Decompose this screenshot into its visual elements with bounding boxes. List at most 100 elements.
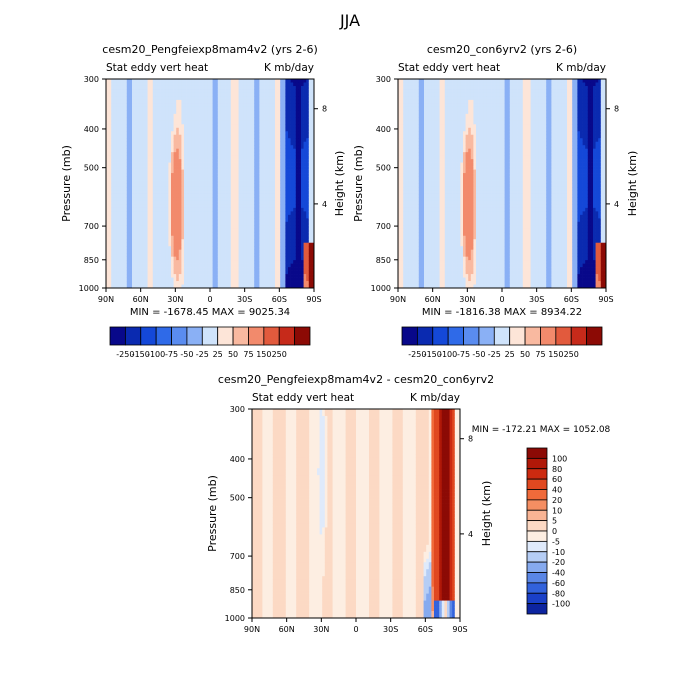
contour-cell: [150, 138, 154, 143]
contour-cell: [197, 103, 200, 108]
contour-cell: [191, 281, 195, 285]
contour-cell: [301, 204, 304, 209]
contour-cell: [241, 117, 245, 122]
contour-cell: [106, 274, 109, 278]
contour-cell: [199, 186, 203, 191]
contour-cell: [194, 239, 198, 244]
contour-cell: [280, 232, 284, 237]
contour-cell: [147, 225, 151, 230]
contour-cell: [223, 204, 226, 209]
contour-cell: [189, 242, 193, 247]
contour-cell: [275, 249, 278, 254]
contour-cell: [280, 131, 284, 136]
contour-cell: [119, 166, 122, 170]
contour-cell: [189, 96, 193, 101]
contour-cell: [230, 159, 234, 163]
contour-cell: [124, 117, 128, 122]
contour-cell: [139, 249, 143, 254]
contour-cell: [400, 183, 404, 188]
contour-cell: [181, 211, 185, 216]
contour-cell: [293, 242, 297, 247]
contour-cell: [147, 176, 151, 181]
contour-cell: [194, 120, 198, 125]
contour-cell: [233, 152, 237, 156]
contour-cell: [223, 106, 226, 111]
contour-cell: [121, 92, 125, 97]
contour-cell: [400, 270, 404, 275]
contour-cell: [163, 120, 167, 125]
contour-cell: [267, 249, 271, 254]
contour-cell: [139, 180, 143, 184]
contour-cell: [189, 190, 193, 195]
contour-cell: [204, 221, 208, 226]
contour-cell: [212, 239, 216, 244]
contour-cell: [225, 221, 229, 226]
contour-cell: [262, 152, 265, 156]
contour-cell: [204, 113, 208, 118]
contour-cell: [176, 99, 180, 104]
contour-cell: [251, 225, 255, 230]
contour-cell: [194, 113, 198, 118]
contour-cell: [165, 176, 169, 181]
contour-cell: [142, 274, 146, 278]
contour-cell: [126, 141, 130, 146]
contour-cell: [134, 79, 138, 83]
contour-cell: [220, 134, 224, 139]
contour-cell: [145, 186, 148, 191]
contour-cell: [238, 232, 242, 237]
contour-cell: [124, 274, 128, 278]
contour-cell: [259, 145, 263, 150]
contour-cell: [225, 183, 229, 188]
contour-cell: [306, 200, 310, 205]
contour-cell: [129, 99, 133, 104]
contour-cell: [137, 162, 141, 167]
contour-cell: [134, 138, 138, 143]
contour-cell: [225, 242, 229, 247]
contour-cell: [301, 183, 304, 188]
contour-cell: [298, 221, 302, 226]
contour-cell: [160, 82, 164, 87]
contour-cell: [111, 256, 115, 261]
contour-cell: [282, 110, 286, 115]
contour-cell: [236, 256, 239, 261]
contour-cell: [202, 225, 206, 230]
contour-cell: [272, 131, 276, 136]
contour-cell: [249, 200, 252, 205]
contour-cell: [280, 235, 284, 240]
contour-cell: [116, 124, 120, 129]
contour-cell: [119, 141, 122, 146]
contour-cell: [197, 148, 200, 153]
contour-cell: [113, 281, 117, 285]
contour-cell: [306, 249, 310, 254]
contour-cell: [191, 124, 195, 129]
contour-cell: [217, 117, 221, 122]
contour-cell: [139, 260, 143, 264]
contour-cell: [236, 218, 239, 223]
contour-cell: [311, 256, 314, 261]
contour-cell: [280, 260, 284, 264]
contour-cell: [236, 106, 239, 111]
contour-cell: [241, 249, 245, 254]
contour-cell: [119, 235, 122, 240]
contour-cell: [171, 155, 174, 160]
contour-cell: [293, 99, 297, 104]
contour-cell: [398, 193, 401, 198]
contour-cell: [254, 207, 258, 212]
colorbar-swatch: [232, 326, 249, 346]
contour-cell: [306, 267, 310, 271]
contour-cell: [108, 274, 112, 278]
contour-cell: [134, 173, 138, 177]
contour-cell: [269, 89, 273, 94]
contour-cell: [220, 218, 224, 223]
contour-cell: [134, 89, 138, 94]
contour-cell: [267, 228, 271, 233]
contour-cell: [194, 186, 198, 191]
contour-cell: [178, 284, 182, 288]
contour-cell: [264, 106, 268, 111]
contour-cell: [212, 228, 216, 233]
contour-cell: [233, 225, 237, 230]
contour-cell: [210, 274, 213, 278]
contour-cell: [160, 256, 164, 261]
x-tick-label: 60S: [272, 295, 287, 304]
contour-cell: [132, 235, 135, 240]
